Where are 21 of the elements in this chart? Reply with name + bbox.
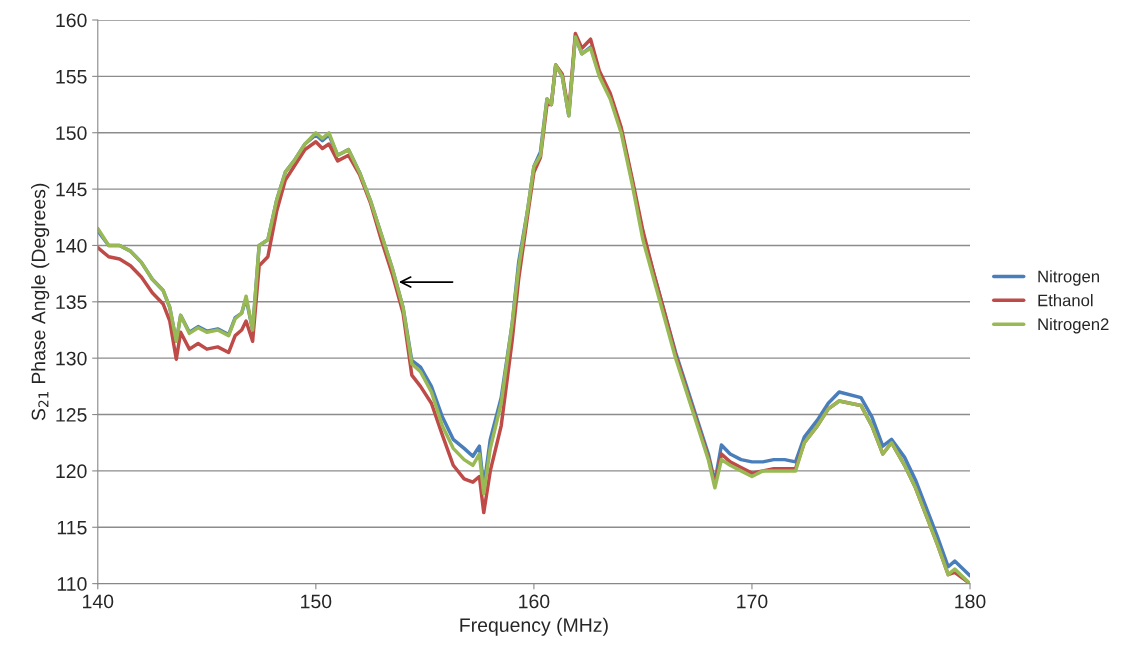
x-tick-label: 140 (83, 594, 114, 609)
y-tick-label: 145 (56, 182, 87, 197)
y-tick-label: 140 (56, 238, 87, 253)
x-tick-label: 150 (301, 594, 332, 609)
y-tick-label: 120 (56, 464, 87, 479)
legend-label: Nitrogen2 (1038, 317, 1109, 334)
x-tick-label: 170 (737, 594, 768, 609)
y-tick-label: 130 (56, 351, 87, 366)
y-tick-label: 110 (57, 577, 87, 591)
y-tick-label: 160 (56, 13, 87, 28)
legend-label: Nitrogen (1038, 270, 1099, 286)
y-tick-label: 155 (56, 70, 87, 84)
legend-label: Ethanol (1038, 294, 1093, 307)
x-tick-label: 180 (955, 594, 986, 609)
y-axis-title: S$_{21}$ Phase Angle (Degrees) (31, 183, 50, 421)
x-tick-label: 160 (519, 594, 550, 609)
y-tick-label: 135 (56, 295, 87, 310)
y-tick-label: 150 (56, 126, 87, 140)
y-tick-label: 125 (56, 408, 87, 422)
y-tick-label: 115 (57, 520, 87, 535)
x-axis-title: Frequency (MHz) (460, 617, 608, 636)
